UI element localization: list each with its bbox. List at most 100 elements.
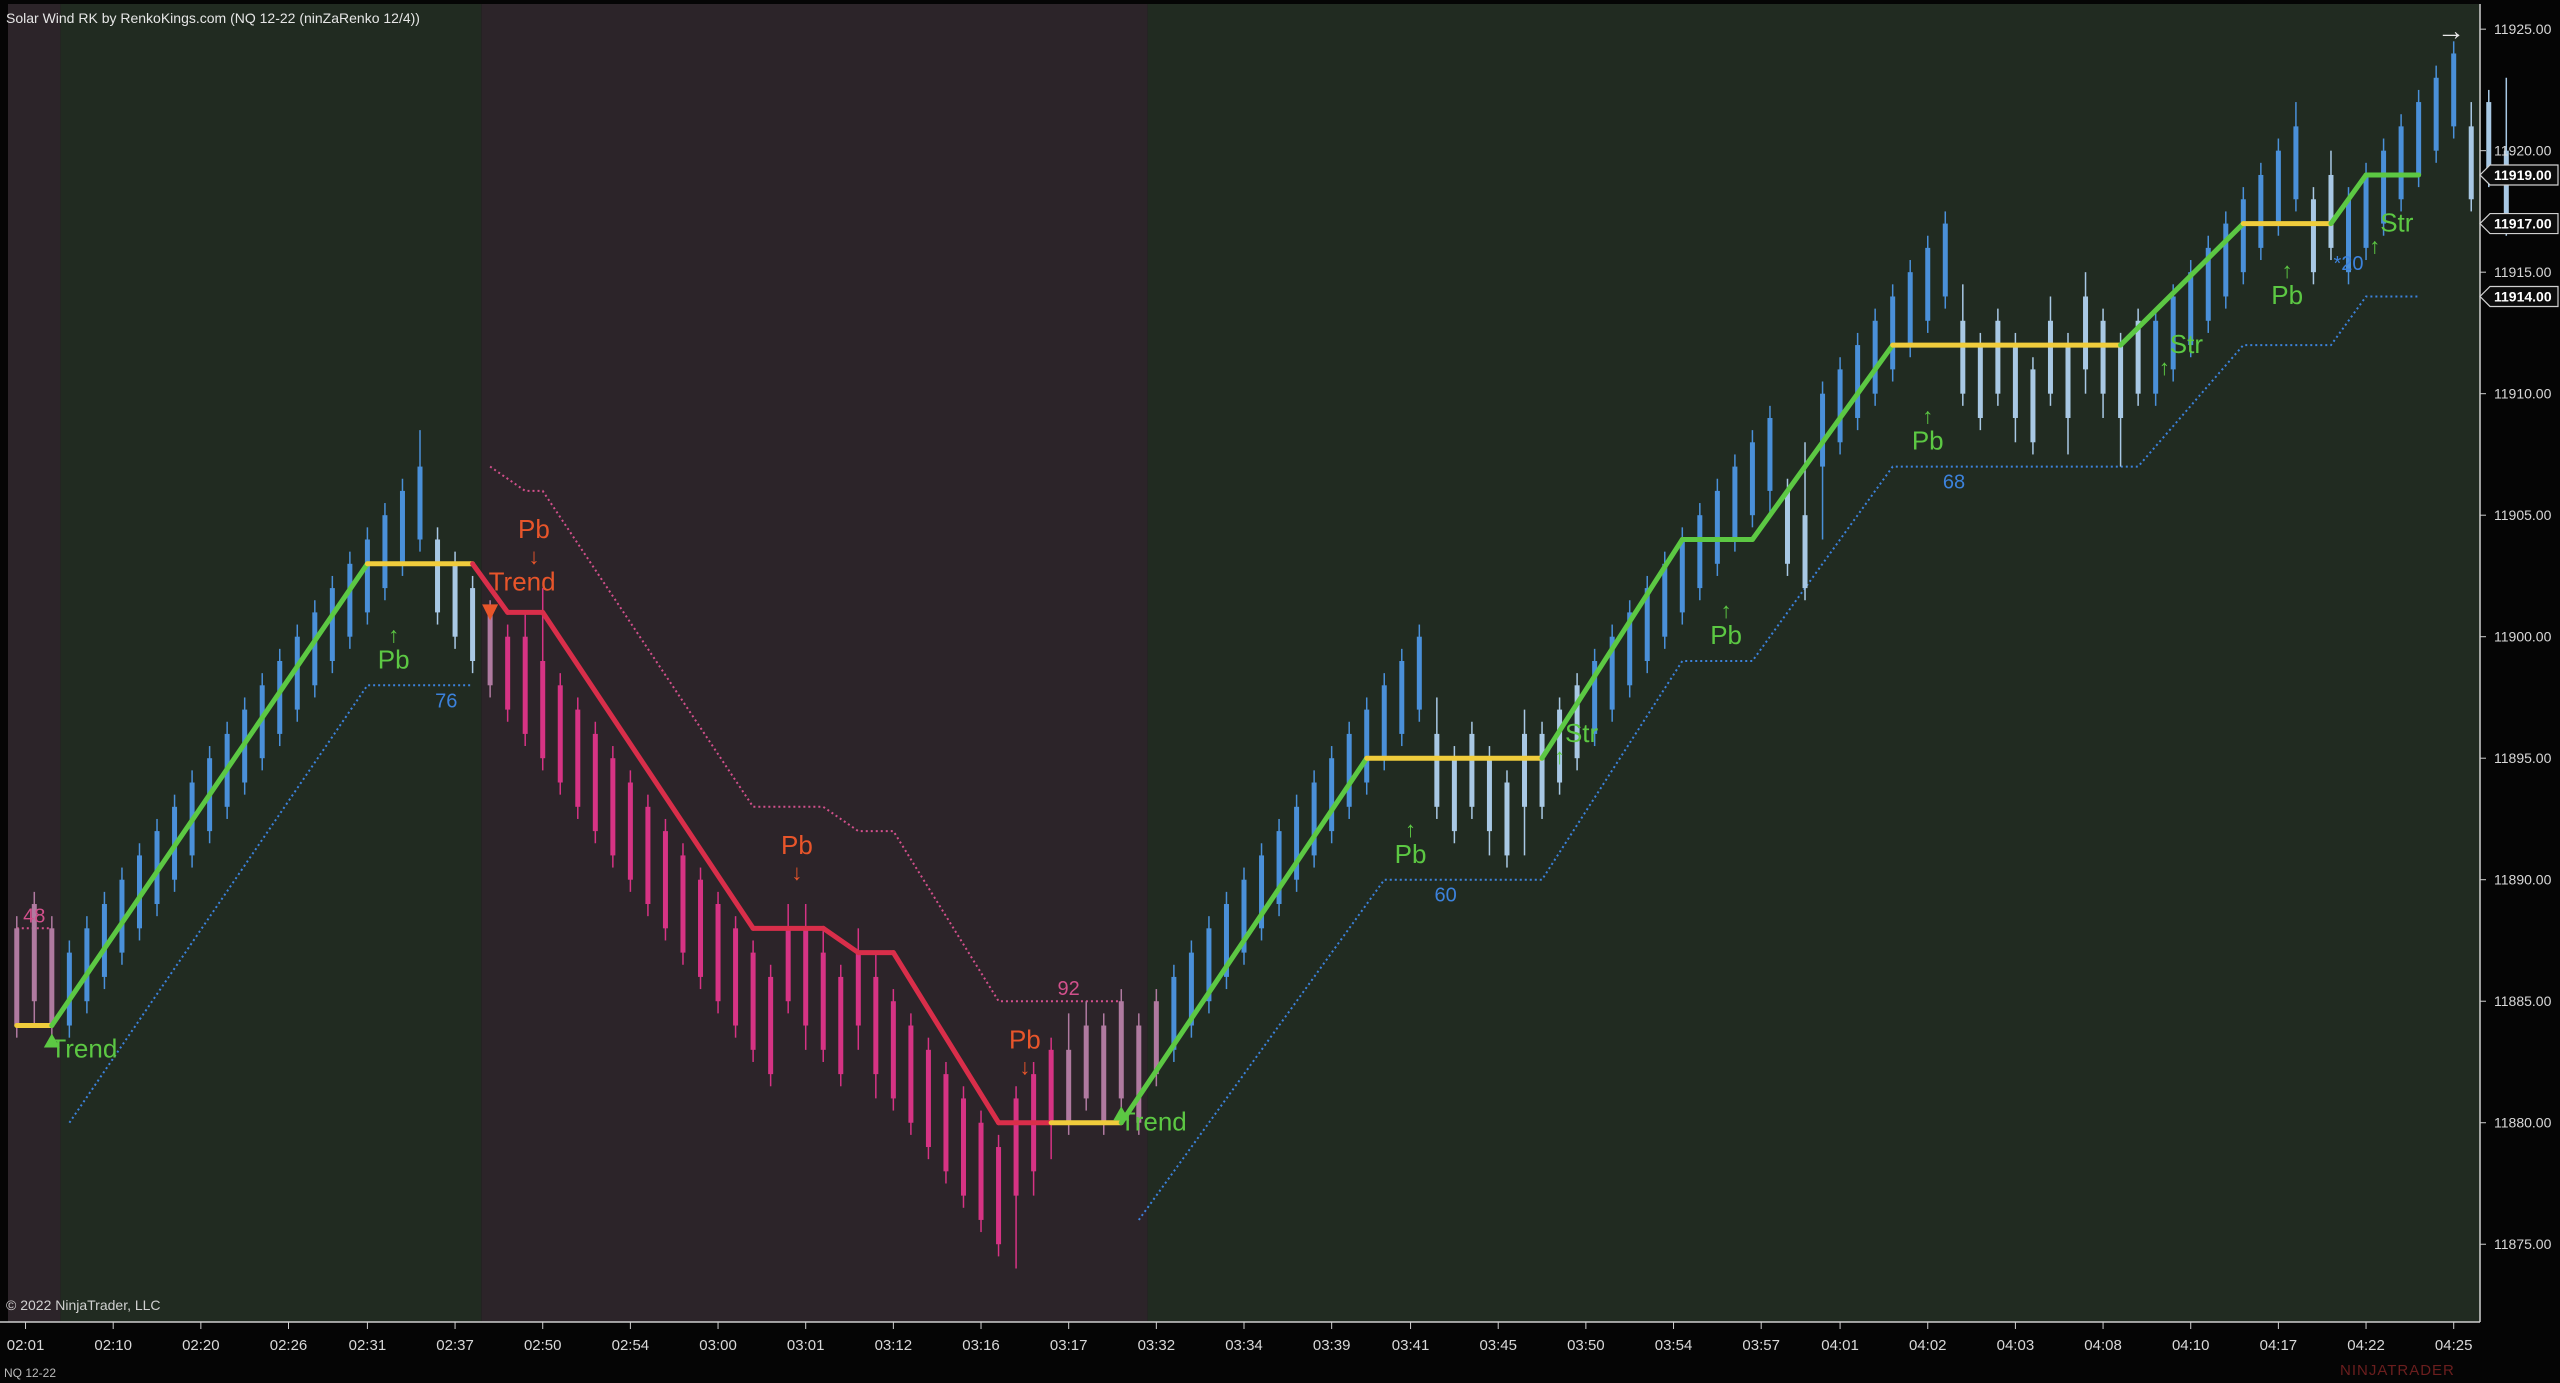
x-tick-label: 03:16 [962, 1337, 1000, 1354]
up-arrow-icon: ↑ [2282, 258, 2293, 283]
renko-bar [750, 952, 756, 1050]
renko-bar [2030, 369, 2036, 443]
renko-bar [873, 976, 879, 1075]
renko-bar [1644, 588, 1650, 661]
renko-bar [2346, 199, 2352, 273]
renko-bar [1872, 320, 1878, 394]
renko-bar [1522, 733, 1528, 807]
renko-bar [575, 709, 581, 807]
trend-line-segment [2328, 172, 2369, 227]
renko-bar [2065, 345, 2071, 418]
renko-bar [2205, 247, 2211, 321]
renko-bar [925, 1049, 931, 1148]
signal-label: Pb [1009, 1024, 1041, 1054]
x-tick-label: 02:54 [612, 1337, 650, 1354]
renko-bar [627, 782, 633, 880]
bar-count-label: *20 [2333, 253, 2363, 275]
y-tick-label: 11910.00 [2494, 386, 2552, 402]
y-tick-label: 11875.00 [2494, 1236, 2552, 1252]
renko-bar [347, 563, 353, 637]
renko-bar [768, 976, 774, 1075]
renko-bar [2328, 174, 2334, 248]
ninjatrader-logo: NINJATRADER [2340, 1362, 2455, 1379]
renko-bar [364, 539, 370, 613]
renko-bar [119, 879, 125, 953]
renko-bars [14, 41, 2509, 1269]
signal-label: Pb [781, 830, 813, 860]
bar-count-label: 68 [1943, 472, 1965, 494]
signal-label: Pb [1395, 839, 1427, 869]
bar-counters: 48 76 92 60 68 *20 [23, 253, 2363, 1000]
signal-label: Pb [1710, 620, 1742, 650]
signal-label: Pb [2271, 280, 2303, 310]
trend-line-segment [1118, 755, 1370, 1126]
up-arrow-icon: ↑ [2159, 355, 2170, 380]
renko-bar [2486, 102, 2492, 175]
down-arrow-icon: ↓ [1019, 1054, 1030, 1079]
renko-bar [1942, 223, 1948, 297]
trend-line-segment [890, 950, 1002, 1126]
trend-line-segment [540, 609, 756, 931]
renko-bar [452, 563, 458, 637]
renko-bar [505, 636, 511, 710]
signal-label: Str [1565, 718, 1599, 748]
x-tick-label: 03:34 [1225, 1337, 1263, 1354]
up-arrow-icon: ↑ [1554, 744, 1565, 769]
trend-line-segment [2118, 221, 2246, 348]
trend-signal-label: Trend [1120, 1106, 1187, 1136]
renko-bar [1206, 928, 1212, 1002]
renko-bar [1995, 320, 2001, 394]
renko-bar [2468, 126, 2474, 200]
renko-bar [1592, 661, 1598, 734]
renko-bar [1013, 1098, 1019, 1196]
price-tag-box [2479, 285, 2559, 308]
renko-bar [2275, 150, 2281, 224]
bar-count-label: 92 [1058, 978, 1080, 1000]
renko-bar [1276, 831, 1282, 905]
renko-bar [1662, 563, 1668, 637]
renko-bar [803, 928, 809, 1026]
renko-bar [1697, 515, 1703, 589]
y-tick-label: 11895.00 [2494, 750, 2552, 766]
x-tick-label: 03:17 [1050, 1337, 1088, 1354]
renko-bar [1890, 296, 1896, 370]
trend-signal-label: Trend [50, 1034, 117, 1064]
zone-down [481, 4, 1148, 1322]
renko-bar [470, 588, 476, 661]
stop-line-up [1137, 295, 2419, 1221]
y-axis-ticks: 11875.00 11880.00 11885.00 11890.00 11895.00… [2480, 21, 2552, 1252]
x-tick-label: 04:25 [2435, 1337, 2473, 1354]
renko-bar [1820, 393, 1826, 467]
x-tick-label: 03:45 [1479, 1337, 1517, 1354]
renko-bar [680, 855, 686, 953]
x-tick-label: 04:01 [1821, 1337, 1859, 1354]
renko-bar [645, 806, 651, 905]
signal-label: Pb [1912, 426, 1944, 456]
renko-bar [540, 661, 546, 759]
renko-bar [1311, 782, 1317, 856]
y-tick-label: 11905.00 [2494, 507, 2552, 523]
y-tick-label: 11925.00 [2494, 21, 2552, 37]
price-tag-label: 11914.00 [2494, 288, 2552, 304]
renko-bar [1346, 733, 1352, 807]
x-tick-label: 03:12 [875, 1337, 913, 1354]
signal-label: Str [2380, 208, 2414, 238]
renko-bar [1486, 758, 1492, 832]
renko-bar [820, 952, 826, 1050]
up-arrow-icon: ↑ [1721, 598, 1732, 623]
renko-bar [1188, 952, 1194, 1026]
zone-up [60, 4, 482, 1322]
x-tick-label: 02:10 [94, 1337, 132, 1354]
renko-bar [2188, 272, 2194, 346]
arrow-right-icon[interactable]: → [2437, 15, 2465, 46]
renko-bar [2433, 77, 2439, 151]
renko-bar [838, 976, 844, 1075]
renko-bar [1802, 515, 1808, 589]
price-tag-box [2479, 212, 2559, 235]
renko-bar [2153, 320, 2159, 394]
renko-bar [1960, 320, 1966, 394]
renko-bar [1083, 1025, 1089, 1099]
renko-bar [1469, 733, 1475, 807]
renko-bar [1294, 806, 1300, 880]
